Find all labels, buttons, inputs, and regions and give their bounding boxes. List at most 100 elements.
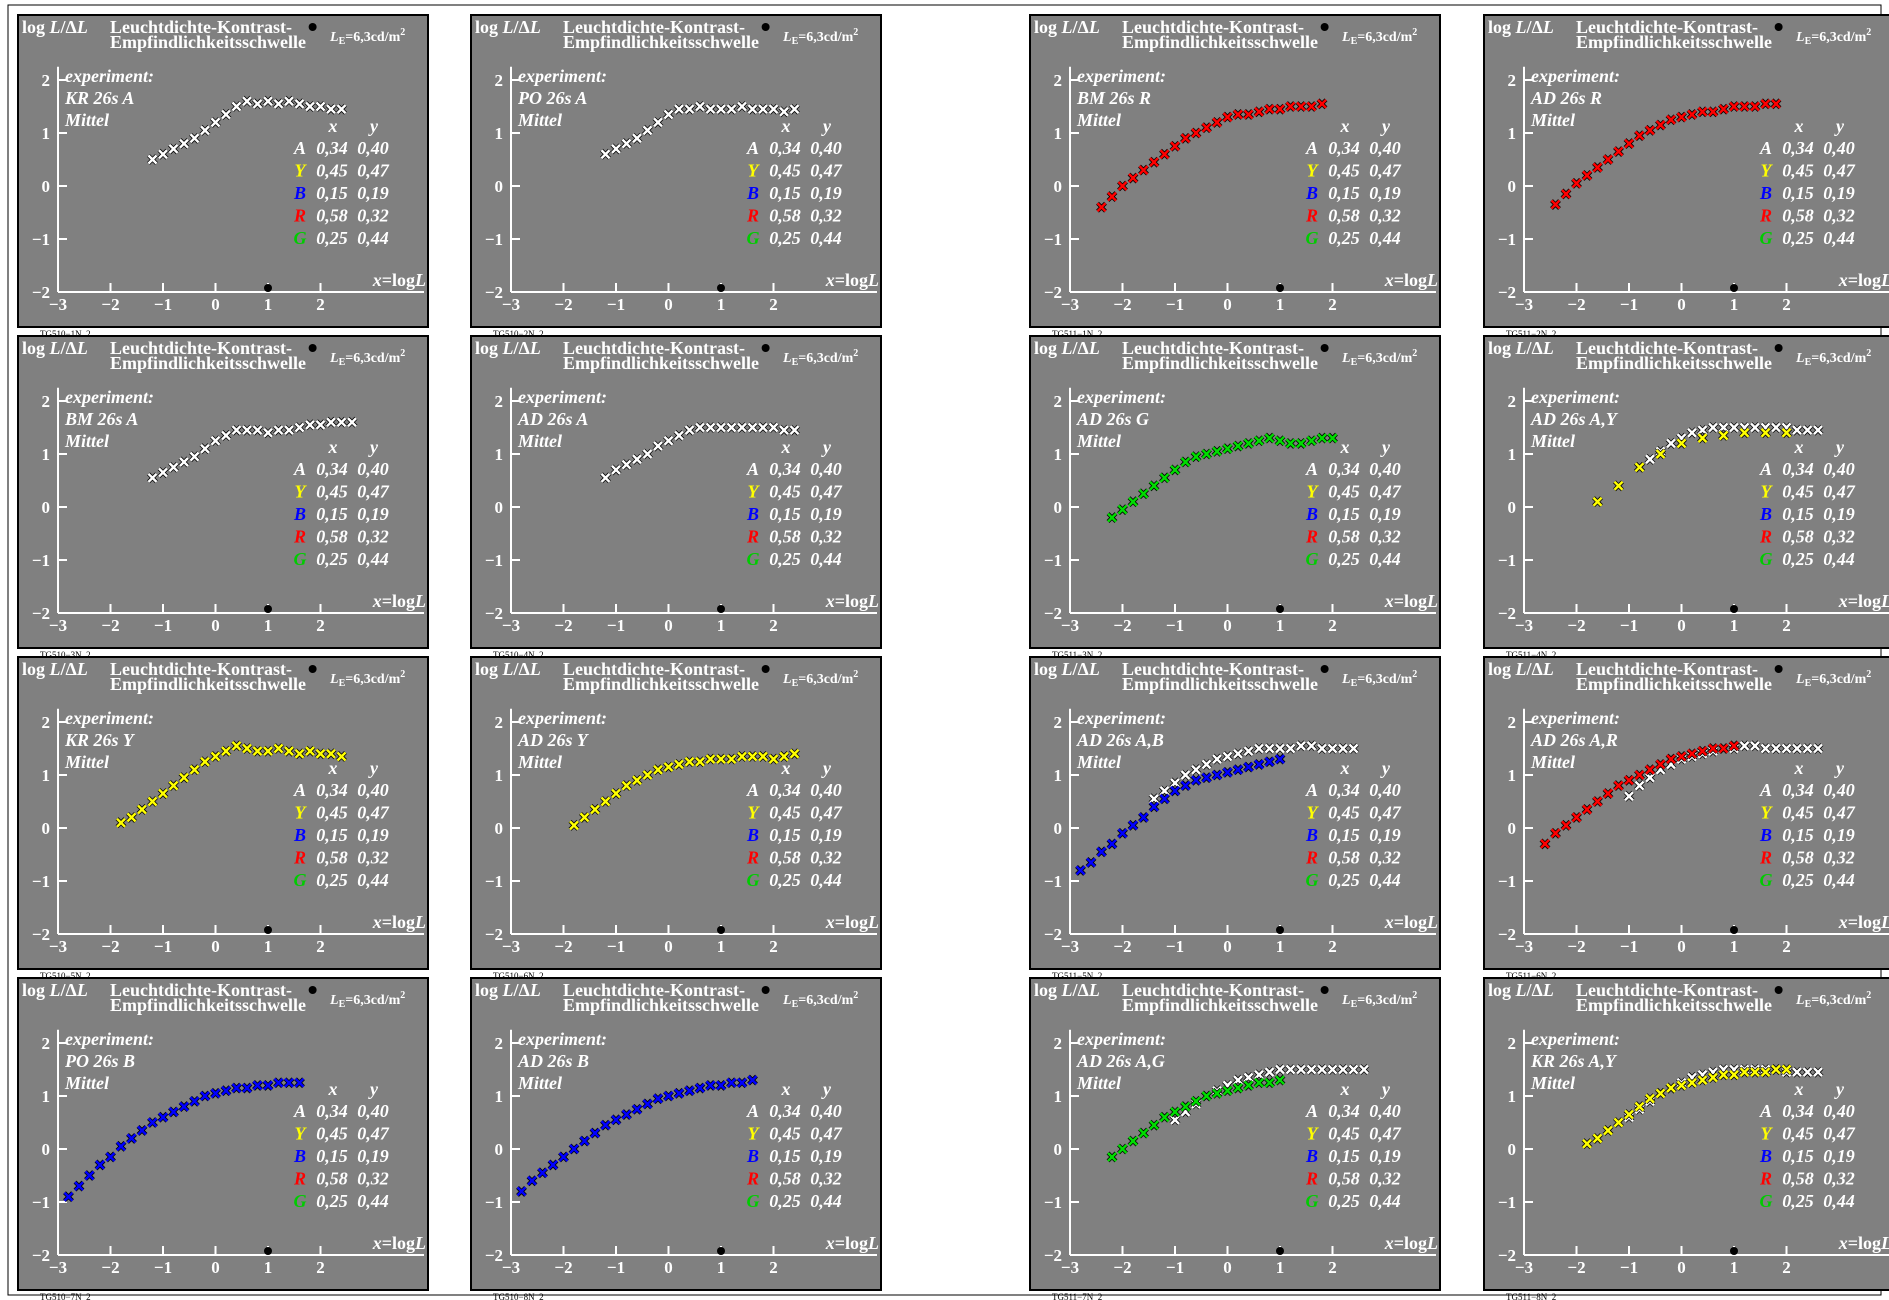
data-point (1201, 758, 1212, 770)
y-tick-label: 2 (1054, 713, 1063, 732)
data-point (325, 748, 337, 760)
data-point (115, 817, 127, 829)
x-tick-label: 2 (1782, 1258, 1791, 1277)
legend-key: R (746, 848, 759, 868)
data-point (1697, 1074, 1708, 1086)
legend-x-value: 0,25 (316, 549, 348, 569)
legend-x-value: 0,45 (316, 161, 348, 181)
legend-y-value: 0,44 (1823, 228, 1855, 248)
data-point (220, 745, 232, 757)
panel-code-label: TG510−6N_2 (493, 971, 544, 981)
legend-x-value: 0,15 (1782, 183, 1814, 203)
legend-x-value: 0,15 (769, 183, 801, 203)
data-point (1739, 101, 1750, 112)
legend-head-x: x (1794, 116, 1804, 136)
reference-dot-bottom (1730, 605, 1738, 613)
data-point (273, 743, 284, 754)
data-point (1243, 761, 1254, 773)
data-point (210, 116, 221, 128)
data-point (346, 416, 358, 428)
legend-key: Y (1307, 482, 1320, 502)
data-point (1644, 124, 1656, 136)
legend-y-value: 0,44 (1369, 870, 1401, 890)
data-point (84, 1170, 95, 1181)
data-point (1802, 1066, 1813, 1078)
x-tick-label: −2 (101, 295, 119, 314)
data-point (115, 1140, 127, 1152)
data-point (1623, 774, 1635, 786)
x-tick-label: 0 (211, 295, 220, 314)
x-tick-label: −3 (502, 1258, 520, 1277)
data-point (1159, 472, 1170, 484)
data-point (747, 422, 758, 433)
y-axis-title: log L/ΔL (1488, 338, 1554, 358)
legend-x-value: 0,34 (769, 138, 801, 158)
x-tick-label: −1 (607, 937, 625, 956)
panel-background (1483, 656, 1889, 970)
legend-y-value: 0,47 (357, 482, 390, 502)
legend-key: R (746, 527, 759, 547)
y-tick-label: 0 (1054, 1140, 1063, 1159)
data-point (1117, 1143, 1128, 1155)
data-point (1327, 1064, 1338, 1075)
legend-y-value: 0,40 (357, 459, 389, 479)
data-point (610, 464, 622, 476)
legend-y-value: 0,32 (1823, 1169, 1855, 1189)
legend-head-y: y (1834, 116, 1845, 136)
chart-title-line1: Leuchtdichte-Kontrast- (1122, 17, 1304, 37)
y-tick-label: 2 (42, 71, 51, 90)
legend-x-value: 0,25 (1782, 549, 1814, 569)
data-point (789, 748, 800, 760)
panel-code-label: TG511−5N_2 (1052, 971, 1102, 981)
data-point (1201, 122, 1212, 134)
data-point (1760, 427, 1771, 439)
legend-head-x: x (1340, 1079, 1350, 1099)
y-tick-label: −2 (485, 1246, 503, 1265)
experiment-name: BM 26s R (1076, 88, 1151, 108)
data-point (705, 103, 716, 115)
legend-head-y: y (821, 758, 832, 778)
legend-key: G (1306, 1191, 1319, 1211)
legend-key: A (1305, 1101, 1318, 1121)
experiment-name: PO 26s B (64, 1051, 135, 1071)
data-point (1306, 740, 1317, 752)
data-point (1812, 424, 1824, 436)
x-tick-label: −2 (1113, 616, 1131, 635)
legend-x-value: 0,45 (1782, 803, 1814, 823)
legend-key: A (1759, 780, 1772, 800)
experiment-mittel: Mittel (517, 1073, 562, 1093)
y-tick-label: −2 (1498, 925, 1516, 944)
chart-title-line2: Empfindlichkeitsschwelle (1122, 32, 1318, 52)
chart-title-line1: Leuchtdichte-Kontrast- (1576, 980, 1758, 1000)
panel-background (1029, 656, 1441, 970)
panel-code-label: TG511−1N_2 (1052, 329, 1102, 339)
legend-x-value: 0,34 (1782, 138, 1814, 158)
legend-x-value: 0,25 (1328, 1191, 1360, 1211)
legend-y-value: 0,44 (1823, 549, 1855, 569)
x-tick-label: −1 (1620, 1258, 1638, 1277)
experiment-mittel: Mittel (1076, 752, 1121, 772)
data-point (147, 472, 158, 484)
legend-y-value: 0,32 (357, 848, 389, 868)
data-point (1728, 740, 1740, 752)
legend-y-value: 0,40 (357, 138, 389, 158)
legend-key: Y (295, 161, 308, 181)
data-point (283, 1077, 295, 1089)
data-point (705, 422, 716, 433)
legend-x-value: 0,34 (1782, 1101, 1814, 1121)
data-point (1316, 98, 1328, 110)
data-point (1592, 1132, 1603, 1144)
legend-x-value: 0,45 (316, 1124, 348, 1144)
legend-key: A (293, 780, 306, 800)
panel-code-label: TG510−7N_2 (40, 1292, 91, 1300)
x-tick-label: 2 (1328, 1258, 1337, 1277)
y-tick-label: −1 (1044, 872, 1062, 891)
legend-x-value: 0,45 (1782, 161, 1814, 181)
reference-dot-top (761, 665, 770, 673)
data-point (1274, 753, 1286, 765)
y-tick-label: 0 (1054, 177, 1063, 196)
data-point (1169, 785, 1181, 797)
reference-dot-bottom (717, 1247, 725, 1255)
data-point (726, 422, 737, 433)
data-point (336, 751, 347, 762)
